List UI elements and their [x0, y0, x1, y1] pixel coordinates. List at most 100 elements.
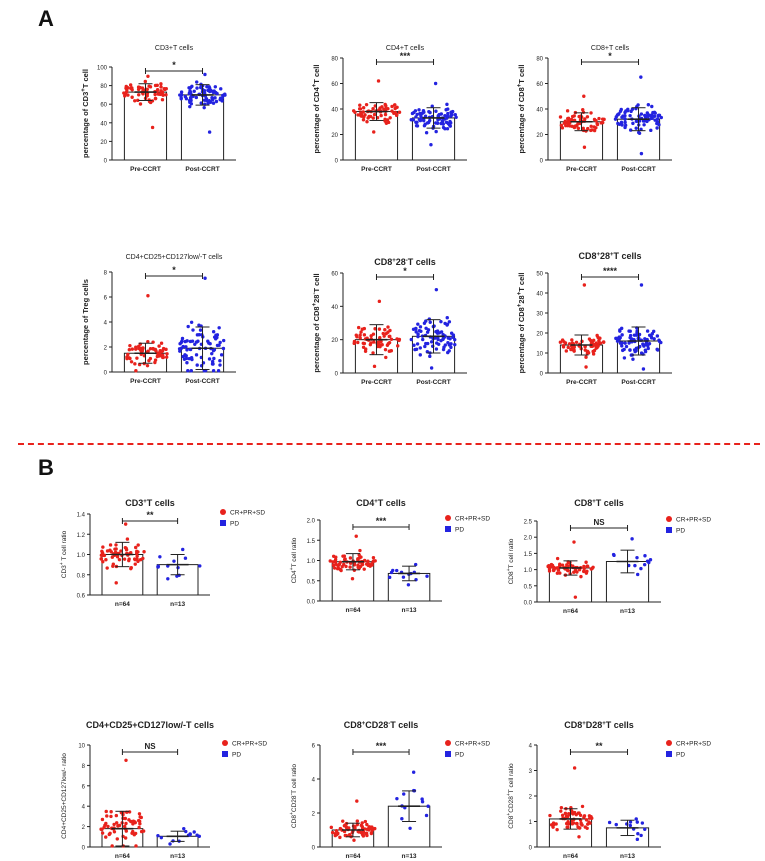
data-point [579, 574, 583, 579]
panel-label-a: A [38, 6, 54, 31]
x-tick-label: Pre-CCRT [566, 166, 597, 173]
data-point [133, 831, 138, 836]
data-point [189, 96, 193, 101]
data-point [639, 283, 644, 287]
data-point [607, 820, 612, 825]
data-point [447, 349, 451, 353]
data-point [134, 369, 138, 373]
data-point [427, 317, 432, 321]
legend-marker-red [445, 515, 451, 521]
data-point [584, 570, 589, 574]
data-point [582, 283, 587, 287]
data-point [656, 117, 660, 121]
data-point [114, 813, 119, 818]
data-point [206, 100, 211, 104]
data-point [187, 356, 191, 361]
y-tick-label: 20 [331, 133, 338, 139]
chart-5: CD8+28+T cells 0 10 20 30 40 50 Pre-CCRT Post-CC… [517, 251, 672, 386]
data-point [179, 97, 183, 101]
y-tick-label: 4 [104, 321, 108, 327]
data-point [138, 102, 143, 106]
y-tick-label: 40 [331, 305, 338, 311]
x-tick-label: Post-CCRT [185, 166, 219, 173]
data-point [632, 333, 637, 337]
data-point [653, 118, 657, 122]
legend-marker-blue [222, 751, 228, 757]
data-point [109, 810, 113, 814]
data-point [184, 354, 188, 358]
data-point [161, 346, 166, 351]
data-point [569, 347, 573, 352]
legend-label: CR+PR+SD [232, 741, 267, 748]
data-point [129, 86, 133, 90]
data-point [189, 369, 193, 373]
data-point [383, 328, 387, 332]
y-axis-label: percentage of CD8+T cell [517, 65, 526, 154]
data-point [623, 117, 627, 121]
y-tick-label: 3 [529, 769, 533, 775]
data-point [413, 562, 418, 567]
data-point [432, 324, 436, 328]
data-point [223, 93, 227, 97]
legend-label: PD [676, 752, 685, 759]
data-point [628, 113, 632, 118]
y-tick-label: 100 [97, 66, 108, 72]
data-point [371, 555, 376, 560]
data-point [161, 93, 165, 97]
data-point [123, 522, 128, 526]
legend-label: PD [455, 752, 464, 759]
data-point [446, 340, 450, 345]
data-point [128, 83, 133, 87]
data-point [577, 835, 581, 839]
y-axis-label: percentage of CD3+T cell [81, 69, 90, 158]
data-point [547, 569, 552, 573]
data-point [583, 348, 587, 352]
y-tick-label: 0 [104, 159, 108, 165]
x-tick-label: Pre-CCRT [361, 379, 392, 386]
data-point [124, 821, 128, 826]
data-point [614, 822, 618, 827]
y-tick-label: 2.0 [524, 536, 533, 542]
data-point [192, 89, 196, 93]
y-tick-label: 0 [529, 846, 533, 852]
data-point [446, 121, 450, 126]
data-point [387, 575, 392, 580]
x-tick-label: Pre-CCRT [361, 166, 392, 173]
data-point [386, 325, 390, 329]
data-point [423, 114, 428, 118]
data-point [211, 101, 216, 105]
data-point [589, 124, 593, 129]
data-point [133, 99, 137, 103]
data-point [136, 818, 141, 823]
data-point [207, 357, 212, 361]
data-point [198, 564, 202, 568]
legend-label: PD [230, 521, 239, 528]
x-tick-label: n=13 [620, 608, 635, 615]
data-point [148, 356, 153, 361]
data-point [624, 344, 629, 349]
data-point [123, 836, 128, 840]
data-point [212, 348, 217, 352]
data-point [572, 349, 576, 353]
data-point [188, 104, 192, 109]
data-point [142, 550, 146, 554]
data-point [570, 338, 574, 342]
data-point [162, 86, 166, 91]
data-point [365, 119, 369, 124]
data-point [584, 365, 588, 369]
data-point [121, 816, 125, 821]
data-point [371, 107, 375, 111]
data-point [202, 88, 207, 93]
data-point [449, 345, 453, 350]
data-point [649, 336, 654, 340]
chart-title: CD3+T cells [155, 45, 194, 52]
significance-label: ** [595, 741, 603, 751]
y-tick-label: 80 [331, 57, 338, 63]
data-point [589, 338, 593, 343]
data-point [129, 566, 133, 570]
data-point [165, 352, 169, 356]
data-point [377, 327, 382, 331]
data-point [628, 820, 633, 824]
data-point [153, 92, 157, 97]
data-point [406, 583, 411, 587]
